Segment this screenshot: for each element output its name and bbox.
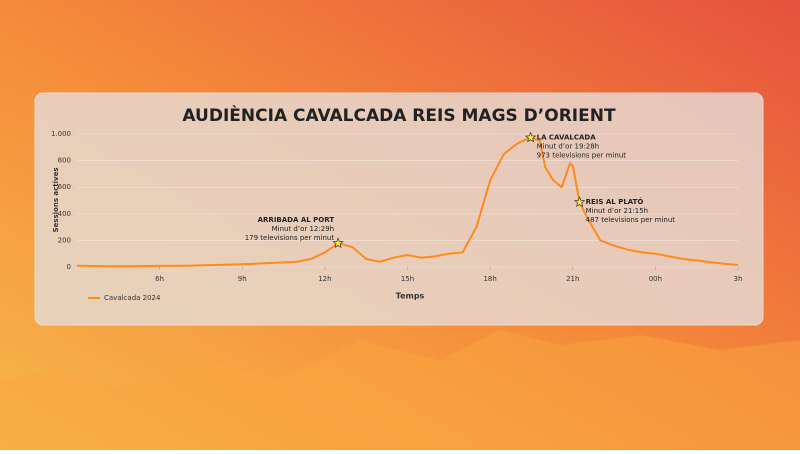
y-axis-label: Sessions actives <box>52 167 60 232</box>
y-tick-label: 400 <box>58 210 71 218</box>
chart-title: AUDIÈNCIA CAVALCADA REIS MAGS D’ORIENT <box>182 104 616 126</box>
annotation-text: Minut d’or 12:29h <box>272 225 335 233</box>
annotation-text: 179 televisions per minut <box>245 234 335 242</box>
x-tick-label: 21h <box>566 275 579 283</box>
background-shape <box>0 330 800 450</box>
annotation-text: Minut d’or 21:15h <box>586 207 649 215</box>
x-axis-label: Temps <box>396 292 425 301</box>
annotation-star <box>332 237 344 248</box>
panel <box>34 92 764 326</box>
annotation-text: Minut d’or 19:28h <box>537 143 600 151</box>
legend-label: Cavalcada 2024 <box>104 294 161 302</box>
y-tick-label: 0 <box>67 263 71 271</box>
x-tick-label: 18h <box>483 275 496 283</box>
annotation-text: LA CAVALCADA <box>537 134 597 142</box>
y-tick-label: 600 <box>58 183 71 191</box>
y-tick-label: 200 <box>58 236 71 244</box>
x-tick-label: 15h <box>401 275 414 283</box>
y-tick-label: 800 <box>58 157 71 165</box>
x-tick-label: 9h <box>238 275 247 283</box>
annotation-star <box>574 196 586 208</box>
annotation-text: 487 televisions per minut <box>586 216 676 224</box>
x-tick-label: 3h <box>734 275 743 283</box>
x-tick-label: 6h <box>155 275 164 283</box>
annotation-text: REIS AL PLATÓ <box>586 197 644 206</box>
annotation-text: ARRIBADA AL PORT <box>258 216 335 224</box>
x-tick-label: 00h <box>649 275 662 283</box>
annotation-text: 973 televisions per minut <box>537 152 627 160</box>
line <box>76 136 739 268</box>
y-tick-label: 1.000 <box>51 130 71 138</box>
annotation-star <box>525 131 537 143</box>
x-tick-label: 12h <box>318 275 331 283</box>
